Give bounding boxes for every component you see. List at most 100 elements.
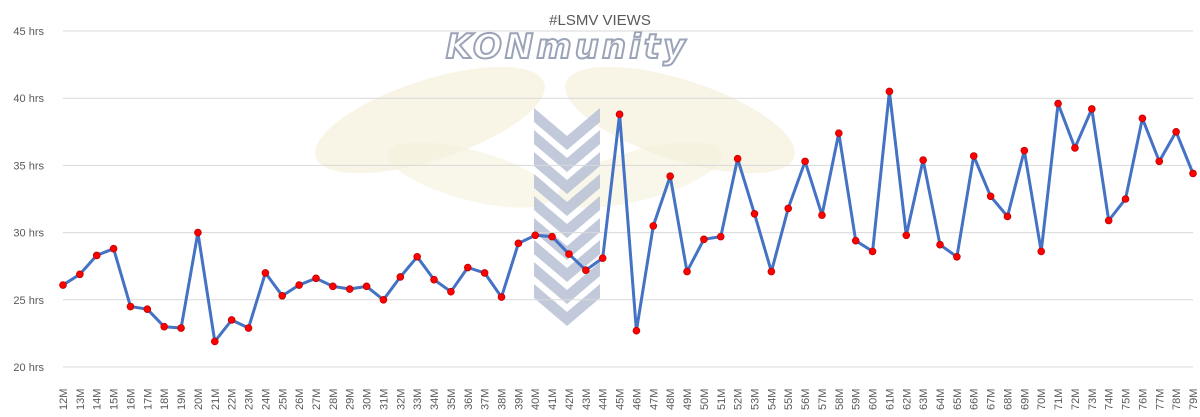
x-tick-label: 19M	[176, 389, 188, 410]
data-point	[227, 316, 236, 324]
x-tick-label: 45M	[615, 389, 627, 410]
x-tick-label: 51M	[716, 389, 728, 410]
data-point	[632, 326, 641, 335]
data-point	[1138, 114, 1147, 123]
data-point	[986, 192, 995, 201]
x-tick-label: 48M	[665, 389, 677, 410]
x-tick-label: 37M	[480, 389, 492, 410]
data-point	[329, 282, 337, 291]
data-point	[801, 157, 809, 166]
data-point	[1071, 144, 1079, 152]
y-tick-label: 25 hrs	[13, 295, 44, 307]
data-point	[430, 275, 438, 284]
data-point	[92, 251, 101, 260]
data-point	[1189, 169, 1197, 178]
x-tick-label: 15M	[109, 389, 121, 410]
data-point	[700, 235, 708, 244]
y-tick-label: 35 hrs	[13, 160, 44, 172]
x-tick-label: 50M	[699, 389, 711, 410]
x-tick-label: 38M	[497, 389, 509, 410]
x-tick-label: 66M	[969, 389, 981, 410]
data-point	[210, 337, 219, 346]
data-point	[126, 302, 135, 311]
x-tick-label: 42M	[564, 389, 576, 410]
data-point	[1172, 128, 1180, 136]
data-point	[919, 156, 927, 164]
data-point	[160, 322, 168, 331]
data-point	[177, 324, 185, 332]
watermark-chevron	[534, 174, 600, 216]
data-point	[767, 267, 776, 276]
data-point	[244, 324, 253, 332]
x-tick-label: 24M	[260, 389, 272, 410]
x-tick-label: 32M	[395, 389, 407, 410]
watermark-wing-lower-left	[387, 142, 553, 208]
data-point	[683, 267, 691, 276]
watermark-chevron	[534, 108, 600, 150]
data-point	[598, 254, 607, 262]
x-tick-label: 41M	[547, 389, 559, 410]
x-tick-label: 52M	[733, 389, 745, 410]
x-tick-label: 73M	[1087, 389, 1099, 410]
x-tick-label: 39M	[513, 389, 525, 410]
x-tick-label: 26M	[294, 389, 306, 410]
data-point	[750, 209, 759, 218]
data-point	[733, 154, 742, 163]
data-point	[362, 282, 371, 291]
x-tick-label: 27M	[311, 389, 323, 410]
data-point	[615, 110, 624, 119]
data-point	[835, 129, 843, 137]
x-tick-label: 30M	[362, 389, 374, 410]
x-tick-label: 17M	[142, 389, 154, 410]
x-tick-label: 22M	[227, 389, 239, 410]
x-tick-label: 62M	[901, 389, 913, 410]
watermark-chevron	[534, 152, 600, 194]
x-tick-label: 61M	[884, 389, 896, 410]
x-tick-label: 58M	[834, 389, 846, 410]
x-tick-label: 55M	[783, 389, 795, 410]
watermark-wing-lower-right	[557, 142, 723, 208]
x-tick-label: 18M	[159, 389, 171, 410]
watermark-text: KONmunity	[446, 27, 688, 67]
x-tick-label: 25M	[277, 389, 289, 410]
data-point	[649, 222, 658, 230]
data-point	[109, 244, 118, 253]
x-tick-label: 67M	[986, 389, 998, 410]
x-tick-label: 36M	[463, 389, 475, 410]
x-tick-label: 43M	[581, 389, 593, 410]
x-tick-label: 53M	[749, 389, 761, 410]
data-point	[143, 305, 152, 314]
konmunity-watermark: KONmunity	[315, 26, 795, 326]
x-tick-label: 69M	[1019, 389, 1031, 410]
data-point	[379, 295, 388, 304]
x-tick-label: 13M	[75, 389, 87, 410]
x-tick-label: 47M	[648, 389, 660, 410]
data-point	[953, 252, 961, 261]
x-tick-label: 71M	[1053, 389, 1065, 410]
data-point	[1088, 105, 1096, 113]
x-tick-label: 21M	[210, 389, 222, 410]
x-tick-label: 12M	[58, 389, 70, 410]
data-point	[548, 232, 556, 241]
data-point	[1003, 212, 1012, 221]
x-tick-label: 65M	[952, 389, 964, 410]
data-point	[1020, 146, 1029, 155]
data-point	[1121, 195, 1130, 203]
data-point	[447, 287, 455, 296]
x-tick-label: 44M	[598, 389, 610, 410]
x-tick-label: 79M	[1188, 389, 1200, 410]
x-tick-label: 72M	[1070, 389, 1082, 410]
data-point	[582, 266, 590, 275]
y-axis-ticks: 20 hrs 25 hrs 30 hrs 35 hrs 40 hrs 45 hrs	[13, 26, 44, 374]
data-point	[396, 273, 405, 281]
series-layer	[59, 87, 1197, 346]
watermark-chevron	[534, 240, 600, 282]
data-point	[868, 247, 877, 256]
data-point	[194, 228, 202, 237]
data-point	[851, 236, 860, 245]
chart-title: #LSMV VIEWS	[549, 12, 651, 29]
data-point	[278, 291, 287, 300]
y-tick-label: 20 hrs	[13, 362, 44, 374]
data-point	[463, 263, 472, 272]
data-point	[497, 293, 506, 301]
